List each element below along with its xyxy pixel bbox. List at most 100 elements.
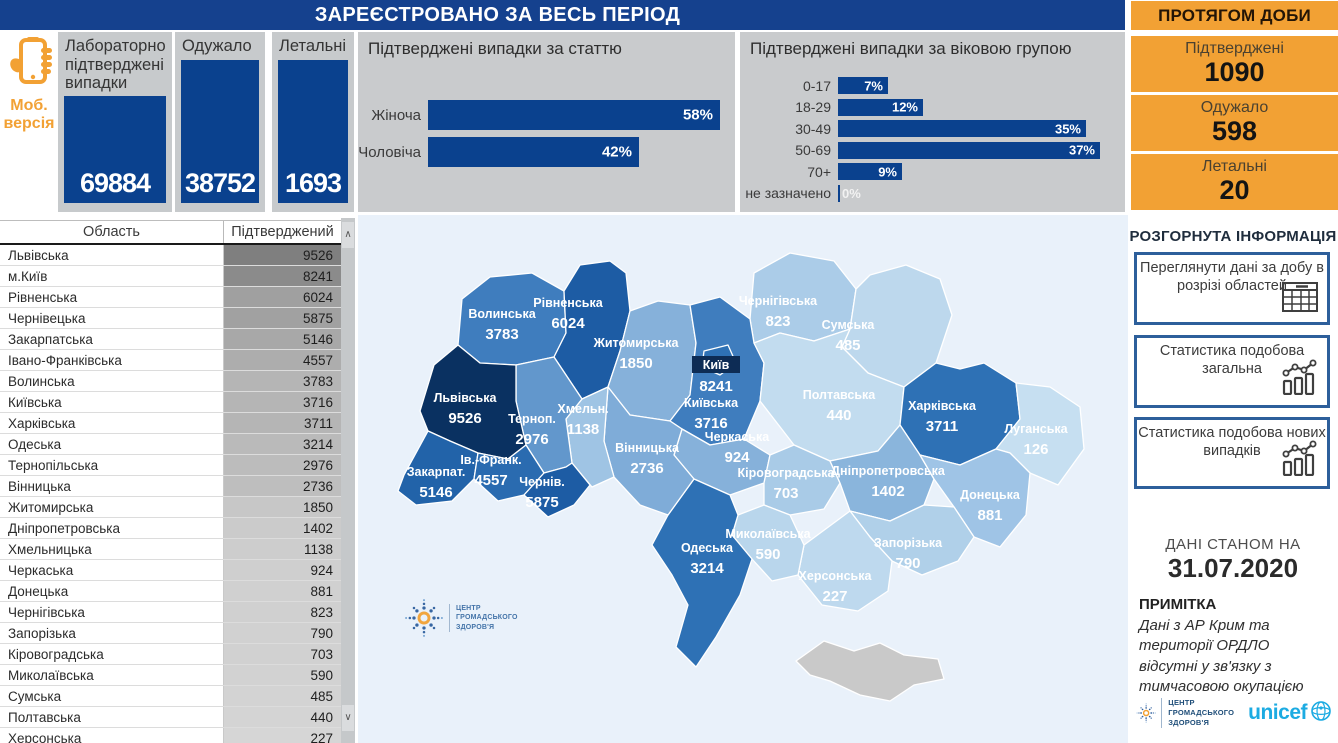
phc-logo-text: ЦЕНТР ГРОМАДСЬКОГО ЗДОРОВ'Я — [1161, 698, 1234, 728]
map-region-label: Запорізька — [874, 536, 943, 550]
age-bar-1[interactable]: 12% — [838, 98, 923, 116]
table-row[interactable]: м.Київ 8241 — [0, 266, 341, 287]
map-region-label: Одеська — [681, 541, 734, 555]
table-row[interactable]: Рівненська 6024 — [0, 287, 341, 308]
mobile-version-link[interactable]: Моб. версія — [0, 36, 58, 146]
map-region-donetsk[interactable] — [919, 448, 1031, 548]
map-region-dnipro[interactable] — [829, 424, 935, 522]
table-row[interactable]: Харківська 3711 — [0, 413, 341, 434]
table-row[interactable]: Полтавська 440 — [0, 707, 341, 728]
mobile-phone-icon — [6, 37, 52, 94]
region-name-cell: Миколаївська — [0, 665, 224, 685]
kpi-card-recovered-total: Одужало 38752 — [175, 32, 265, 212]
table-row[interactable]: Запорізька 790 — [0, 623, 341, 644]
daily-by-region-button[interactable]: Переглянути дані за добу в розрізі облас… — [1134, 252, 1330, 325]
kpi-card-confirmed-total: Лабораторно підтверджені випадки 69884 — [58, 32, 172, 212]
map-region-value: 590 — [755, 546, 780, 563]
table-row[interactable]: Київська 3716 — [0, 392, 341, 413]
confirmed-value-cell: 1402 — [224, 518, 341, 538]
table-row[interactable]: Сумська 485 — [0, 686, 341, 707]
column-header-region[interactable]: Область — [0, 221, 224, 243]
confirmed-value-cell: 1850 — [224, 497, 341, 517]
bar-value-label: 9% — [878, 164, 897, 179]
region-table: Область Підтверджений Львівська 9526 м.Киї… — [0, 220, 341, 743]
confirmed-value-cell: 790 — [224, 623, 341, 643]
region-name-cell: Житомирська — [0, 497, 224, 517]
age-bar-3[interactable]: 37% — [838, 141, 1100, 159]
daily-card-label: Підтверджені — [1185, 40, 1284, 57]
map-region-label: Полтавська — [803, 388, 877, 402]
table-row[interactable]: Львівська 9526 — [0, 245, 341, 266]
table-row[interactable]: Кіровоградська 703 — [0, 644, 341, 665]
table-row[interactable]: Одеська 3214 — [0, 434, 341, 455]
table-icon — [1282, 282, 1318, 318]
table-row[interactable]: Івано-Франківська 4557 — [0, 350, 341, 371]
gender-bar-0[interactable]: 58% — [428, 100, 720, 130]
table-row[interactable]: Хмельницька 1138 — [0, 539, 341, 560]
table-row[interactable]: Житомирська 1850 — [0, 497, 341, 518]
table-row[interactable]: Вінницька 2736 — [0, 476, 341, 497]
daily-card-value: 20 — [1219, 175, 1250, 205]
scroll-down-arrow-icon[interactable]: ∨ — [342, 705, 354, 731]
age-bar-0[interactable]: 7% — [838, 77, 888, 94]
region-name-cell: Дніпропетровська — [0, 518, 224, 538]
map-region-chernivtsi[interactable] — [523, 462, 591, 518]
map-region-luhansk[interactable] — [995, 382, 1085, 486]
phc-logo-icon — [1136, 703, 1156, 723]
unicef-logo: unicef — [1248, 700, 1332, 727]
bar-value-label: 35% — [1054, 121, 1081, 136]
table-row[interactable]: Волинська 3783 — [0, 371, 341, 392]
map-region-label: Львівська — [434, 391, 498, 405]
map-region-label: Черкаська — [705, 430, 770, 444]
kyiv-city-label-box[interactable] — [692, 356, 740, 373]
table-row[interactable]: Миколаївська 590 — [0, 665, 341, 686]
table-scrollbar[interactable]: ∧ ∨ — [341, 218, 355, 743]
age-bar-4[interactable]: 9% — [838, 163, 902, 180]
daily-statistics-new-cases-button[interactable]: Статистика подобова нових випадків — [1134, 417, 1330, 489]
confirmed-value-cell: 4557 — [224, 350, 341, 370]
table-row[interactable]: Черкаська 924 — [0, 560, 341, 581]
table-row[interactable]: Дніпропетровська 1402 — [0, 518, 341, 539]
age-bar-5[interactable] — [838, 184, 840, 202]
scroll-up-arrow-icon[interactable]: ∧ — [342, 222, 354, 248]
map-region-label: Чернів. — [519, 475, 565, 489]
map-region-odesa[interactable] — [651, 478, 753, 668]
age-bar-2[interactable]: 35% — [838, 120, 1086, 137]
map-region-label: Волинська — [468, 307, 536, 321]
map-region-value: 485 — [835, 337, 860, 354]
map-region-value: 5146 — [419, 484, 452, 501]
phc-watermark-logo: ЦЕНТР ГРОМАДСЬКОГО ЗДОРОВ'Я — [404, 595, 564, 641]
bar-category-label: 70+ — [807, 163, 831, 180]
table-row[interactable]: Донецька 881 — [0, 581, 341, 602]
region-name-cell: Київська — [0, 392, 224, 412]
daily-card-deaths: Летальні 20 — [1131, 154, 1338, 210]
table-row[interactable]: Тернопільська 2976 — [0, 455, 341, 476]
bar-category-label: 50-69 — [795, 142, 831, 158]
map-region-value: 881 — [977, 507, 1002, 524]
confirmed-value-cell: 3711 — [224, 413, 341, 433]
map-region-value: 440 — [826, 407, 851, 424]
gender-bar-1[interactable]: 42% — [428, 137, 639, 167]
table-row[interactable]: Чернігівська 823 — [0, 602, 341, 623]
daily-card-recovered: Одужало 598 — [1131, 95, 1338, 151]
daily-statistics-total-button[interactable]: Статистика подобова загальна — [1134, 335, 1330, 408]
region-name-cell: Черкаська — [0, 560, 224, 580]
map-region-value: 9526 — [448, 410, 481, 427]
daily-card-value: 1090 — [1204, 57, 1265, 87]
map-region-value: 1138 — [567, 421, 600, 438]
sidebar-title: РОЗГОРНУТА ІНФОРМАЦІЯ — [1129, 228, 1337, 245]
table-row[interactable]: Чернівецька 5875 — [0, 308, 341, 329]
region-name-cell: Чернівецька — [0, 308, 224, 328]
table-row[interactable]: Херсонська 227 — [0, 728, 341, 743]
region-table-header: Область Підтверджений — [0, 221, 341, 245]
map-region-value: 3716 — [694, 415, 727, 432]
column-header-confirmed[interactable]: Підтверджений — [231, 224, 334, 240]
kpi-card-deaths-total: Летальні 1693 — [272, 32, 354, 212]
map-region-kherson[interactable] — [797, 510, 893, 612]
map-region-label: Київська — [684, 396, 739, 410]
table-row[interactable]: Закарпатська 5146 — [0, 329, 341, 350]
map-region-value: 3214 — [690, 560, 724, 577]
map-region-value: 924 — [724, 449, 750, 466]
map-region-value: 4557 — [474, 472, 507, 489]
bar-value-label: 7% — [864, 78, 883, 93]
